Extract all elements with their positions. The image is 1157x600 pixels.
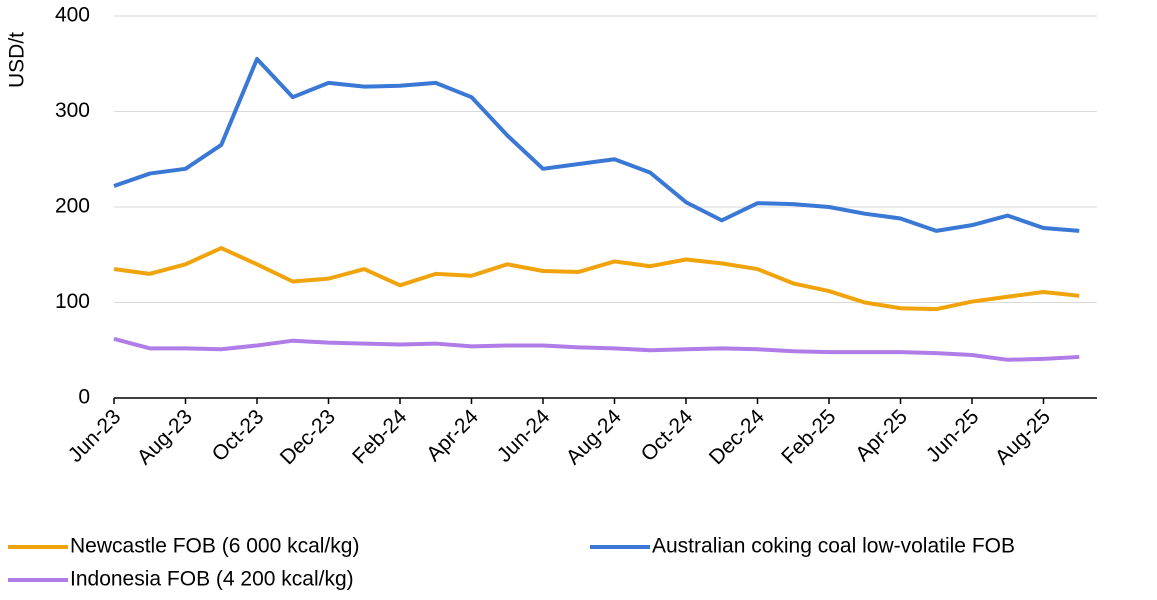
x-tick-label: Aug-23 <box>133 405 197 469</box>
y-tick-label: 400 <box>55 4 90 27</box>
x-tick-label: Jun-25 <box>922 405 984 467</box>
x-tick-label: Dec-23 <box>276 405 340 469</box>
x-tick-label: Feb-25 <box>777 405 840 468</box>
x-tick-label: Jun-23 <box>64 405 126 467</box>
legend-label: Newcastle FOB (6 000 kcal/kg) <box>70 535 359 558</box>
y-axis-label: USD/t <box>6 32 29 88</box>
x-tick-label: Apr-25 <box>851 405 912 466</box>
x-tick-label: Dec-24 <box>705 405 769 469</box>
legend-label: Indonesia FOB (4 200 kcal/kg) <box>70 568 354 591</box>
series-line <box>113 56 1080 233</box>
x-tick-label: Oct-24 <box>637 405 698 466</box>
y-tick-label: 200 <box>55 195 90 218</box>
y-tick-label: 100 <box>55 290 90 313</box>
x-tick-label: Oct-23 <box>208 405 269 466</box>
legend-label: Australian coking coal low-volatile FOB <box>652 535 1015 558</box>
y-tick-label: 300 <box>55 99 90 122</box>
x-tick-label: Feb-24 <box>348 405 412 469</box>
x-tick-label: Jun-24 <box>493 405 555 467</box>
x-tick-label: Apr-24 <box>422 405 483 466</box>
series-line <box>113 336 1080 362</box>
series-line <box>113 246 1080 312</box>
x-tick-label: Aug-24 <box>562 405 626 469</box>
y-tick-label: 0 <box>78 386 90 409</box>
x-tick-label: Aug-25 <box>991 405 1055 469</box>
